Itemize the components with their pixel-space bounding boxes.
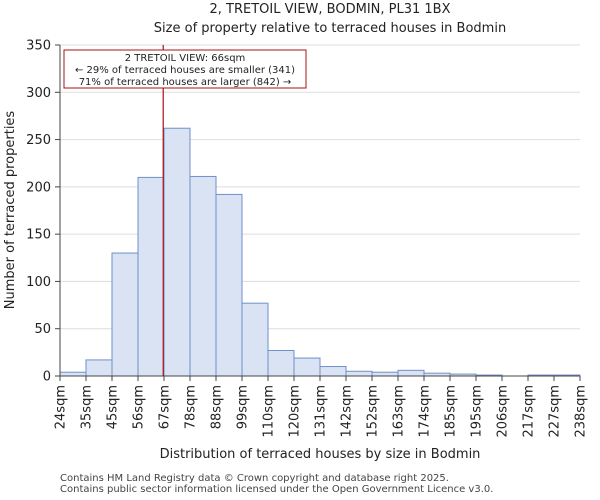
histogram-bar (241, 302, 269, 377)
x-axis-ticks: 24sqm 35sqm 45sqm 56sqm 67sqm 78sqm 88sqm 99sqm… (54, 376, 589, 438)
histogram-bar (293, 357, 321, 377)
y-tick-label: 50 (34, 322, 51, 337)
x-tick-label: 238sqm (574, 385, 589, 438)
x-tick-label: 56sqm (132, 385, 147, 429)
x-tick-label: 217sqm (522, 385, 537, 438)
histogram-bar (397, 369, 425, 377)
y-axis-ticks: 0 50 100 150 200 250 300 350 (26, 39, 60, 385)
y-tick-label: 350 (26, 39, 51, 54)
x-tick-label: 195sqm (470, 385, 485, 438)
footer-line-2: Contains public sector information licen… (60, 484, 494, 495)
x-tick-label: 227sqm (548, 385, 563, 438)
y-tick-label: 300 (26, 86, 51, 101)
y-tick-label: 100 (26, 275, 51, 290)
x-axis-label: Distribution of terraced houses by size … (160, 447, 481, 462)
x-tick-label: 67sqm (158, 385, 173, 429)
x-tick-label: 24sqm (54, 385, 69, 429)
x-tick-label: 142sqm (340, 385, 355, 438)
x-tick-label: 35sqm (80, 385, 95, 429)
x-tick-label: 131sqm (314, 385, 329, 438)
annotation-line-2: ← 29% of terraced houses are smaller (34… (75, 65, 295, 76)
histogram-bar (111, 252, 139, 377)
histogram-bar (319, 366, 347, 377)
x-tick-label: 99sqm (236, 385, 251, 429)
histogram-bar (215, 193, 243, 377)
x-tick-label: 78sqm (184, 385, 199, 429)
x-tick-label: 45sqm (106, 385, 121, 429)
x-tick-label: 88sqm (210, 385, 225, 429)
x-tick-label: 152sqm (366, 385, 381, 438)
histogram-bar (59, 371, 87, 377)
histogram-bar (137, 176, 165, 377)
x-tick-label: 110sqm (262, 385, 277, 438)
histogram-bar (163, 127, 191, 377)
y-tick-label: 200 (26, 180, 51, 195)
footer-line-1: Contains HM Land Registry data © Crown c… (60, 473, 449, 484)
chart-subtitle: Size of property relative to terraced ho… (154, 21, 506, 36)
y-axis-label: Number of terraced properties (3, 111, 18, 310)
y-tick-label: 0 (43, 370, 51, 385)
chart-title: 2, TRETOIL VIEW, BODMIN, PL31 1BX (210, 2, 451, 17)
x-tick-label: 120sqm (288, 385, 303, 438)
histogram-bar (267, 349, 295, 377)
annotation-line-1: 2 TRETOIL VIEW: 66sqm (125, 53, 246, 64)
x-tick-label: 185sqm (444, 385, 459, 438)
x-tick-label: 174sqm (418, 385, 433, 438)
histogram-bar (371, 371, 399, 377)
histogram-bar (345, 370, 373, 377)
histogram-bar (85, 359, 113, 377)
annotation-box (63, 49, 307, 89)
annotation-line-3: 71% of terraced houses are larger (842) … (79, 77, 292, 88)
x-tick-label: 206sqm (496, 385, 511, 438)
histogram-bar (189, 175, 217, 377)
y-tick-label: 250 (26, 133, 51, 148)
bars (59, 45, 581, 377)
y-tick-label: 150 (26, 228, 51, 243)
x-tick-label: 163sqm (392, 385, 407, 438)
